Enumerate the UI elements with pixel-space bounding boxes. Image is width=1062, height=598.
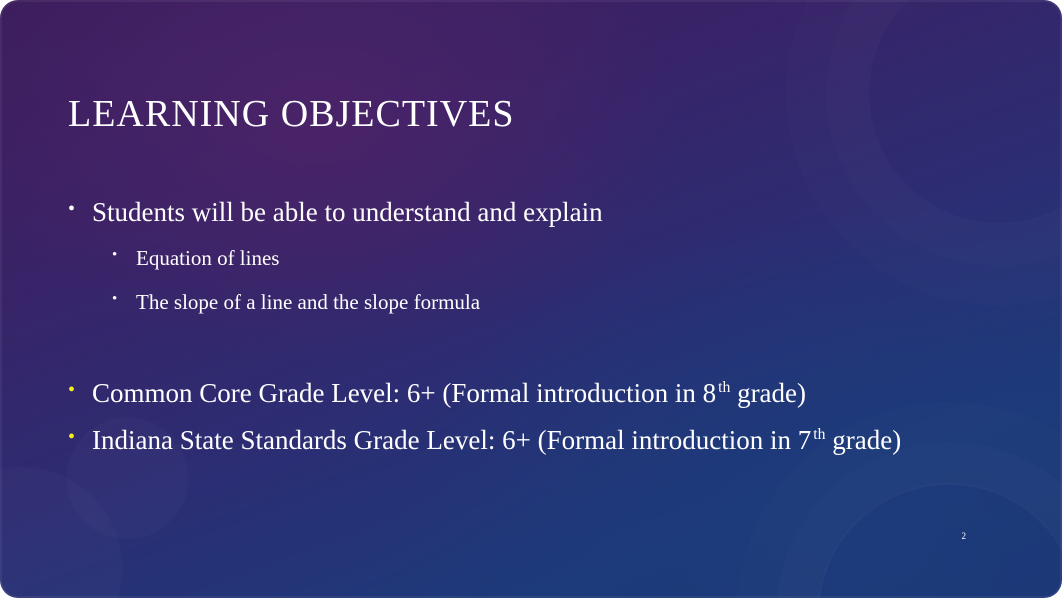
bullet3-suffix: grade) bbox=[825, 425, 901, 455]
sub-bullet-b: The slope of a line and the slope formul… bbox=[136, 288, 994, 317]
slide-container: LEARNING OBJECTIVES Students will be abl… bbox=[0, 0, 1062, 598]
bullet-list-level2: Equation of lines The slope of a line an… bbox=[92, 244, 994, 317]
bullet-item-1: Students will be able to understand and … bbox=[92, 194, 994, 317]
bullet3-prefix: Indiana State Standards Grade Level: 6+ … bbox=[92, 425, 811, 455]
spacer bbox=[68, 341, 994, 375]
slide-content: LEARNING OBJECTIVES Students will be abl… bbox=[0, 0, 1062, 458]
ordinal-7th: th bbox=[813, 426, 825, 443]
sub-bullet-a: Equation of lines bbox=[136, 244, 994, 273]
bullet-item-2: Common Core Grade Level: 6+ (Formal intr… bbox=[92, 375, 994, 411]
bullet-list-level1-yellow: Common Core Grade Level: 6+ (Formal intr… bbox=[68, 375, 994, 458]
bullet-list-level1: Students will be able to understand and … bbox=[68, 194, 994, 317]
bullet-text: Students will be able to understand and … bbox=[92, 197, 603, 227]
bullet-item-3: Indiana State Standards Grade Level: 6+ … bbox=[92, 422, 994, 458]
slide-title: LEARNING OBJECTIVES bbox=[68, 92, 994, 136]
bullet2-suffix: grade) bbox=[730, 378, 806, 408]
ordinal-8th: th bbox=[718, 379, 730, 396]
bullet2-prefix: Common Core Grade Level: 6+ (Formal intr… bbox=[92, 378, 716, 408]
page-number: 2 bbox=[962, 531, 967, 541]
